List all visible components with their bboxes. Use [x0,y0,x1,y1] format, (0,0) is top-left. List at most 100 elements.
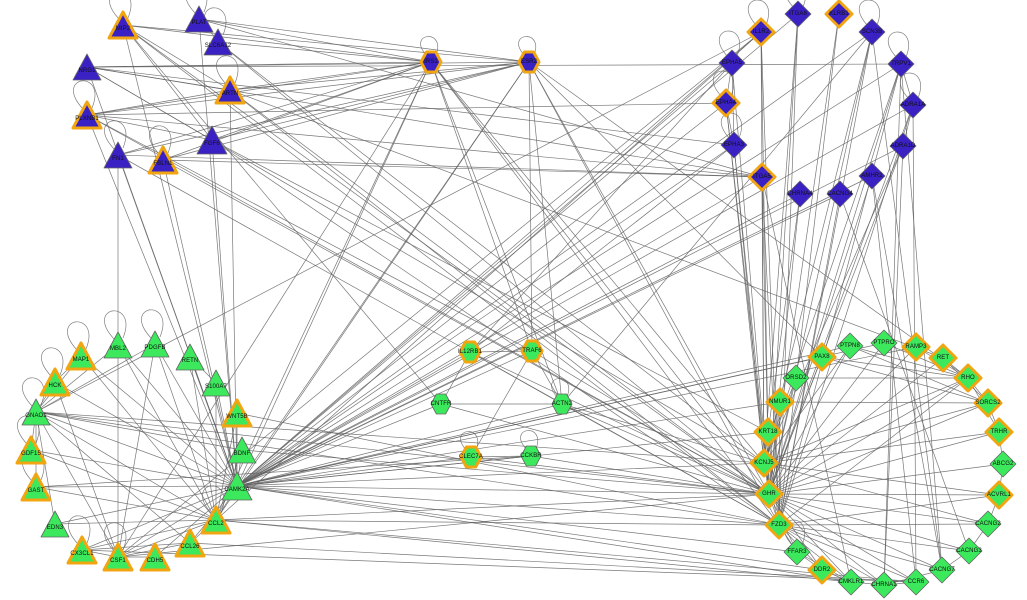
graph-self-loop [420,36,439,57]
graph-node-chrna1[interactable]: CHRNA1 [870,571,898,599]
graph-node-cckbr[interactable]: CCKBR [520,445,542,467]
graph-edge [229,89,780,526]
graph-node-kcnj5[interactable]: KCNJ5 [749,448,779,478]
graph-edge [215,61,530,521]
node-shape-triangle [221,398,253,428]
graph-node-map1[interactable]: MAP1 [65,341,97,371]
graph-node-s100a7[interactable]: S100A7 [201,368,231,398]
graph-node-ddr2[interactable]: DDR2 [807,555,837,585]
graph-edge [189,542,917,583]
graph-node-camk2a[interactable]: CAMK2A [221,470,253,502]
graph-node-wnt5b[interactable]: WNT5B [221,398,253,428]
graph-edge [821,356,989,404]
graph-edge [86,89,231,116]
graph-node-cmklr1[interactable]: CMKLR1 [837,568,865,596]
graph-node-actn2[interactable]: ACTN2 [551,393,573,415]
graph-node-cdh5[interactable]: CDH5 [139,542,171,572]
graph-node-acvrl1[interactable]: ACVRL1 [984,480,1014,510]
graph-self-loop [712,70,734,98]
graph-node-scn3b[interactable]: SCN3B [858,18,886,46]
graph-node-ccl2[interactable]: CCL2 [200,505,232,535]
node-shape-diamond [711,88,741,118]
graph-node-bdnf[interactable]: BDNF [227,435,257,465]
graph-node-rho[interactable]: RHO [953,363,983,393]
graph-node-abcg2[interactable]: ABCG2 [989,450,1017,478]
graph-node-ramp3[interactable]: RAMP3 [901,332,931,362]
graph-node-plxnb1[interactable]: PLXNB1 [71,100,103,130]
graph-node-nrg1[interactable]: NRG1 [72,52,102,82]
graph-node-nmur1[interactable]: NMUR1 [765,387,795,417]
graph-node-csf1[interactable]: CSF1 [102,542,134,572]
graph-node-traf6[interactable]: TRAF6 [520,339,544,363]
graph-node-sorcs2[interactable]: SORCS2 [973,388,1003,418]
graph-node-gast[interactable]: GAST [20,472,52,502]
graph-node-amhr2[interactable]: AMHR2 [858,162,886,190]
graph-node-epha5[interactable]: EPHA5 [718,49,746,77]
graph-edge [768,31,873,495]
graph-node-trhr[interactable]: TRHR [984,417,1014,447]
graph-node-fzd3[interactable]: FZD3 [764,510,794,540]
graph-node-esr2[interactable]: ESR2 [517,50,541,74]
graph-node-trpv1[interactable]: TRPV1 [887,50,915,78]
graph-edge [198,18,530,63]
graph-node-il12rb1[interactable]: IL12RB1 [458,340,482,364]
graph-node-chrna4[interactable]: CHRNA4 [786,180,814,208]
graph-node-cacng3[interactable]: CACNG3 [955,537,983,565]
node-shape-triangle [39,367,71,397]
graph-node-epha3[interactable]: EPHA3 [720,131,748,159]
graph-node-fbln1[interactable]: FBLN1 [147,145,179,175]
node-shape-diamond [783,538,811,566]
graph-node-ffar3[interactable]: FFAR3 [783,538,811,566]
graph-node-mbl2[interactable]: MBL2 [103,330,133,360]
graph-node-cntfr[interactable]: CNTFR [430,393,452,415]
graph-node-pdgfb[interactable]: PDGFB [140,329,170,359]
graph-node-edn3[interactable]: EDN3 [40,509,70,539]
graph-node-adra1a[interactable]: ADRA1A [899,91,927,119]
graph-node-cx3cl1[interactable]: CX3CL1 [66,535,98,565]
graph-self-loop [520,430,539,451]
graph-edge [768,493,943,571]
graph-node-ccl26[interactable]: CCL26 [174,528,206,558]
graph-node-ptpn8[interactable]: PTPN8 [836,332,864,360]
graph-node-ghr[interactable]: GHR [754,479,784,509]
node-shape-hexagon [520,445,542,467]
graph-node-cacng2[interactable]: CACNG2 [974,510,1002,538]
graph-edge [86,114,213,141]
graph-edge [883,145,904,586]
graph-node-pax8[interactable]: PAX8 [807,342,837,372]
graph-node-fgf6[interactable]: FGF6 [196,124,228,156]
graph-edge [81,485,238,551]
graph-node-gnao1[interactable]: GNAO1 [21,397,51,427]
graph-node-ptpro[interactable]: PTPRO [870,329,898,357]
graph-node-krt18[interactable]: KRT18 [753,417,783,447]
graph-edge [430,61,780,526]
graph-edge [198,18,432,63]
graph-edge [229,61,530,91]
graph-node-hck[interactable]: HCK [39,367,71,397]
graph-node-il1r2[interactable]: IL1R2 [746,17,776,47]
graph-edge [189,356,217,521]
graph-node-cacng7[interactable]: CACNG7 [928,556,956,584]
graph-node-itga5[interactable]: ITGA5 [747,162,777,192]
node-shape-diamond [749,448,779,478]
graph-node-ret[interactable]: RET [928,343,958,373]
graph-node-fn1[interactable]: FN1 [103,140,133,170]
node-shape-diamond [754,479,784,509]
graph-node-artn[interactable]: ARTN [214,75,246,105]
graph-edge [236,403,563,487]
graph-node-irs1[interactable]: IRS1 [419,50,443,74]
graph-node-clec7a[interactable]: CLEC7A [459,445,483,469]
graph-node-adra1d[interactable]: ADRA1D [889,132,917,160]
graph-node-slc6a12[interactable]: SLC6A12 [203,27,233,57]
graph-node-klrb1[interactable]: KLRB1 [824,0,854,29]
node-shape-diamond [824,0,854,29]
graph-node-epha4[interactable]: EPHA4 [711,88,741,118]
graph-edge [236,63,902,487]
graph-node-ccr6[interactable]: CCR6 [902,568,930,596]
graph-node-mip2[interactable]: MIP2 [107,10,139,40]
graph-node-gdf15[interactable]: GDF15 [15,435,47,465]
graph-edge [236,62,733,487]
graph-node-cacng4[interactable]: CACNG4 [826,180,854,208]
graph-node-itga8[interactable]: ITGA8 [784,0,812,28]
